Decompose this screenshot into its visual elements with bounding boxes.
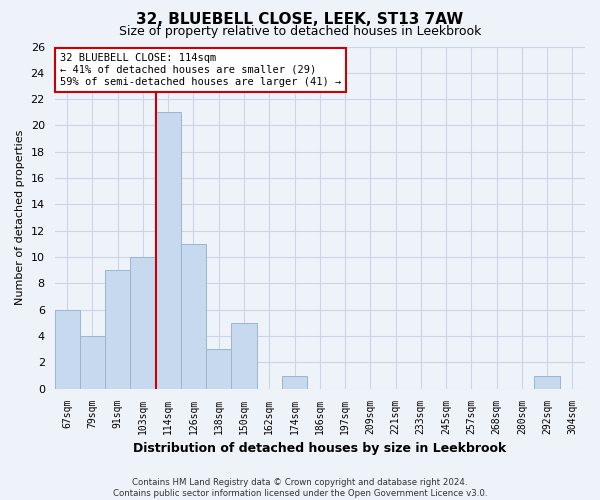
Bar: [282, 376, 307, 388]
Bar: [181, 244, 206, 388]
Bar: [55, 310, 80, 388]
Bar: [130, 257, 155, 388]
Text: 32, BLUEBELL CLOSE, LEEK, ST13 7AW: 32, BLUEBELL CLOSE, LEEK, ST13 7AW: [136, 12, 464, 28]
Bar: [155, 112, 181, 388]
Bar: [105, 270, 130, 388]
Bar: [535, 376, 560, 388]
Bar: [232, 323, 257, 388]
Text: Size of property relative to detached houses in Leekbrook: Size of property relative to detached ho…: [119, 25, 481, 38]
X-axis label: Distribution of detached houses by size in Leekbrook: Distribution of detached houses by size …: [133, 442, 506, 455]
Text: Contains HM Land Registry data © Crown copyright and database right 2024.
Contai: Contains HM Land Registry data © Crown c…: [113, 478, 487, 498]
Bar: [206, 349, 232, 389]
Y-axis label: Number of detached properties: Number of detached properties: [15, 130, 25, 306]
Bar: [80, 336, 105, 388]
Text: 32 BLUEBELL CLOSE: 114sqm
← 41% of detached houses are smaller (29)
59% of semi-: 32 BLUEBELL CLOSE: 114sqm ← 41% of detac…: [60, 54, 341, 86]
